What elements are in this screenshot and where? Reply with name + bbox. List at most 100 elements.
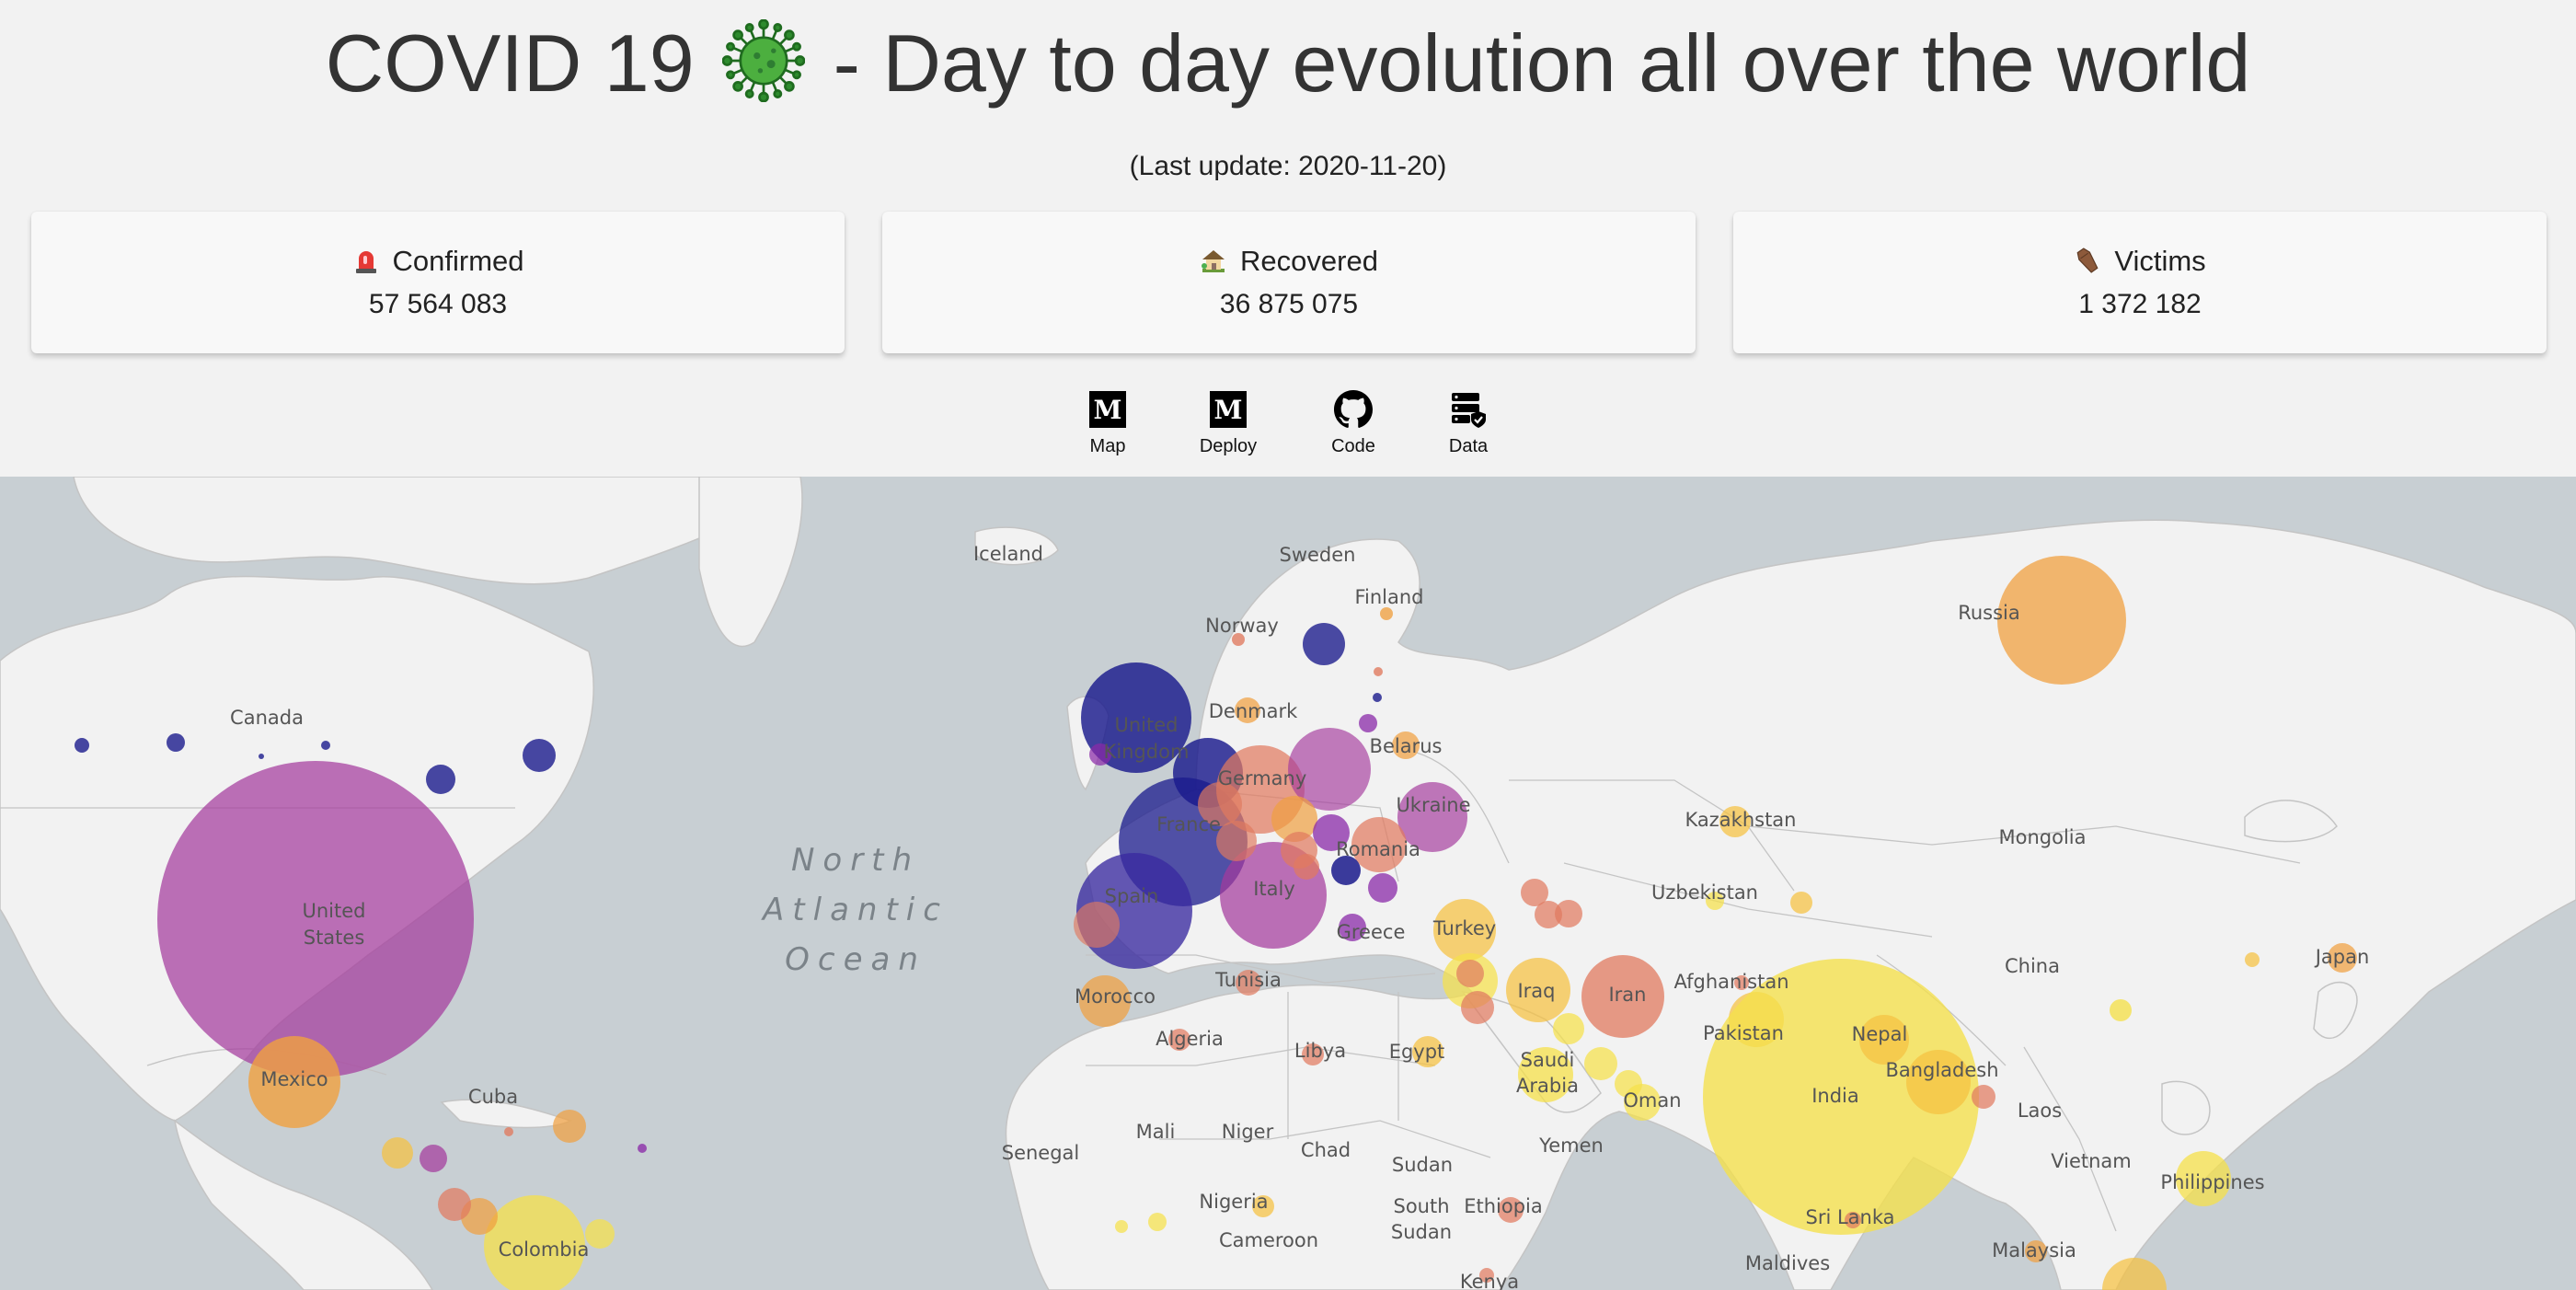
world-map[interactable]: North Atlantic Ocean <box>0 477 2576 1290</box>
bubble-sweden[interactable] <box>1303 623 1345 665</box>
label-iraq: Iraq <box>1517 980 1555 1002</box>
bubble-puerto-rico[interactable] <box>638 1144 647 1153</box>
bubble-oman[interactable] <box>1624 1084 1661 1121</box>
bubble-canada-3[interactable] <box>167 733 185 752</box>
map-article-link[interactable]: M Map <box>1057 390 1158 457</box>
label-cuba: Cuba <box>468 1086 518 1108</box>
bubble-jordan[interactable] <box>1456 960 1484 987</box>
bubble-nigeria[interactable] <box>1252 1195 1274 1217</box>
bubble-china[interactable] <box>2110 999 2132 1021</box>
bubble-bangladesh[interactable] <box>1906 1050 1971 1114</box>
label-uzbekistan: Uzbekistan <box>1651 881 1758 904</box>
bubble-iran[interactable] <box>1581 955 1664 1038</box>
bubble-cuba[interactable] <box>504 1127 513 1136</box>
bubble-portugal[interactable] <box>1074 902 1120 948</box>
bubble-qatar[interactable] <box>1584 1047 1617 1080</box>
bubble-mexico[interactable] <box>248 1036 340 1128</box>
coffin-icon <box>2076 248 2099 273</box>
bubble-egypt[interactable] <box>1412 1036 1443 1067</box>
bubble-ukraine[interactable] <box>1397 782 1467 852</box>
bubble-cote-divoire[interactable] <box>1115 1220 1128 1233</box>
bubble-saudi-arabia[interactable] <box>1518 1047 1573 1102</box>
bubble-poland[interactable] <box>1288 728 1371 811</box>
bubble-uzbekistan[interactable] <box>1706 892 1724 910</box>
virus-icon <box>722 19 806 102</box>
bubble-croatia[interactable] <box>1294 854 1319 880</box>
ocean-label-line1: North <box>791 842 920 879</box>
bubble-japan[interactable] <box>2328 943 2357 973</box>
bubble-morocco[interactable] <box>1079 975 1131 1027</box>
bubble-kenya[interactable] <box>1479 1268 1494 1283</box>
bubble-canada-5[interactable] <box>321 741 330 750</box>
data-link[interactable]: Data <box>1418 390 1519 457</box>
bubble-canada-2[interactable] <box>523 739 556 772</box>
bubble-czechia[interactable] <box>1271 796 1317 842</box>
label-germany: Germany <box>1218 767 1307 789</box>
bubble-libya[interactable] <box>1302 1043 1324 1065</box>
bubble-serbia[interactable] <box>1331 856 1361 885</box>
bubble-algeria[interactable] <box>1168 1029 1190 1051</box>
label-laos: Laos <box>2018 1100 2062 1122</box>
bubble-canada-4[interactable] <box>75 738 89 753</box>
bubble-indonesia[interactable] <box>2102 1258 2167 1290</box>
bubble-russia[interactable] <box>1997 556 2126 685</box>
bubble-kazakhstan[interactable] <box>1719 806 1751 837</box>
bubble-canada-1[interactable] <box>426 765 455 794</box>
github-icon <box>1334 390 1373 428</box>
bubble-hungary[interactable] <box>1313 814 1350 851</box>
bubble-latvia[interactable] <box>1373 693 1382 702</box>
bubble-bulgaria[interactable] <box>1368 873 1397 903</box>
bubble-myanmar[interactable] <box>1972 1085 1995 1109</box>
bubble-honduras[interactable] <box>420 1145 447 1172</box>
code-link[interactable]: Code <box>1303 390 1404 457</box>
bubble-netherlands[interactable] <box>1198 782 1242 826</box>
label-belarus: Belarus <box>1370 735 1443 757</box>
bubble-costa-rica[interactable] <box>438 1188 471 1221</box>
bubble-nepal[interactable] <box>1859 1015 1909 1065</box>
bubble-turkey[interactable] <box>1433 899 1496 962</box>
bubble-ethiopia[interactable] <box>1498 1197 1524 1223</box>
label-romania: Romania <box>1336 838 1420 860</box>
label-greece: Greece <box>1337 921 1406 943</box>
bubble-norway[interactable] <box>1232 633 1245 646</box>
bubble-georgia[interactable] <box>1521 879 1548 906</box>
bubble-denmark[interactable] <box>1235 697 1260 723</box>
bubble-malaysia[interactable] <box>2025 1240 2047 1262</box>
bubble-venezuela[interactable] <box>585 1219 615 1249</box>
bubble-romania[interactable] <box>1351 817 1407 872</box>
label-south-sudan-1: South <box>1393 1195 1449 1217</box>
bubble-colombia[interactable] <box>484 1195 585 1290</box>
bubble-korea[interactable] <box>2245 952 2260 967</box>
label-tunisia: Tunisia <box>1214 969 1282 991</box>
label-france: France <box>1156 813 1221 835</box>
bubble-afghanistan[interactable] <box>1734 975 1749 990</box>
bubble-estonia[interactable] <box>1374 667 1383 676</box>
bubble-dominican-rep[interactable] <box>553 1110 586 1143</box>
bubble-united-kingdom[interactable] <box>1081 662 1191 773</box>
bubble-israel[interactable] <box>1461 991 1494 1024</box>
bubble-ireland[interactable] <box>1089 743 1111 766</box>
bubble-belarus[interactable] <box>1392 731 1420 759</box>
label-egypt: Egypt <box>1389 1041 1445 1063</box>
bubble-switzerland[interactable] <box>1216 821 1257 861</box>
deploy-article-link[interactable]: M Deploy <box>1178 390 1279 457</box>
bubble-kuwait[interactable] <box>1553 1013 1584 1044</box>
bubble-philippines[interactable] <box>2176 1151 2231 1206</box>
bubble-sri-lanka[interactable] <box>1845 1212 1861 1228</box>
bubble-india[interactable] <box>1703 959 1979 1235</box>
bubble-greece[interactable] <box>1339 914 1366 941</box>
bubble-canada-6[interactable] <box>259 754 264 759</box>
bubble-united-states[interactable] <box>157 761 474 1077</box>
bubble-iraq[interactable] <box>1506 958 1570 1022</box>
bubble-azerbaijan[interactable] <box>1555 900 1582 927</box>
bubble-guatemala[interactable] <box>382 1137 413 1169</box>
bubble-kyrgyzstan[interactable] <box>1790 892 1812 914</box>
label-bangladesh: Bangladesh <box>1885 1059 1998 1081</box>
bubble-tunisia[interactable] <box>1236 970 1261 996</box>
bubble-lithuania[interactable] <box>1359 714 1377 732</box>
bubble-armenia[interactable] <box>1535 901 1562 928</box>
bubble-ghana[interactable] <box>1148 1213 1167 1231</box>
label-united-states-1: United <box>303 900 366 922</box>
map-canvas[interactable]: North Atlantic Ocean <box>0 477 2576 1290</box>
bubble-finland[interactable] <box>1380 607 1393 620</box>
